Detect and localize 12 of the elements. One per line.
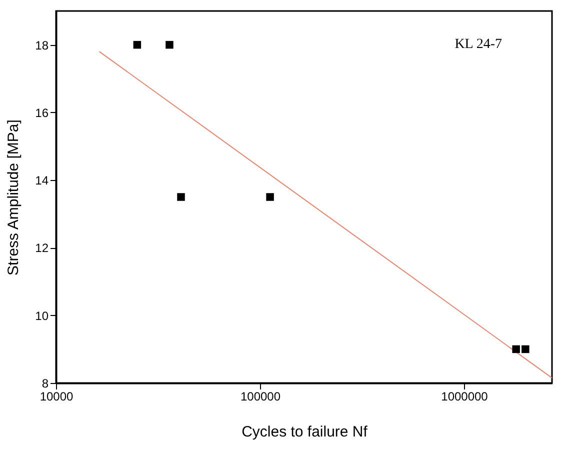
x-tick-label: 10000: [40, 390, 74, 404]
y-tick-label: 18: [35, 38, 49, 52]
y-tick-label: 14: [35, 174, 49, 188]
y-tick-label: 12: [35, 241, 49, 256]
annotation: KL 24-7: [454, 37, 502, 52]
y-tick-label: 8: [42, 376, 49, 390]
y-tick-label: 16: [35, 106, 49, 120]
x-tick-label: 1000000: [441, 390, 488, 404]
x-axis-title: Cycles to failure Nf: [242, 424, 368, 440]
x-tick-label: 100000: [240, 390, 281, 404]
y-axis-title: Stress Amplitude [MPa]: [5, 120, 22, 276]
y-tick-label: 10: [35, 308, 49, 323]
